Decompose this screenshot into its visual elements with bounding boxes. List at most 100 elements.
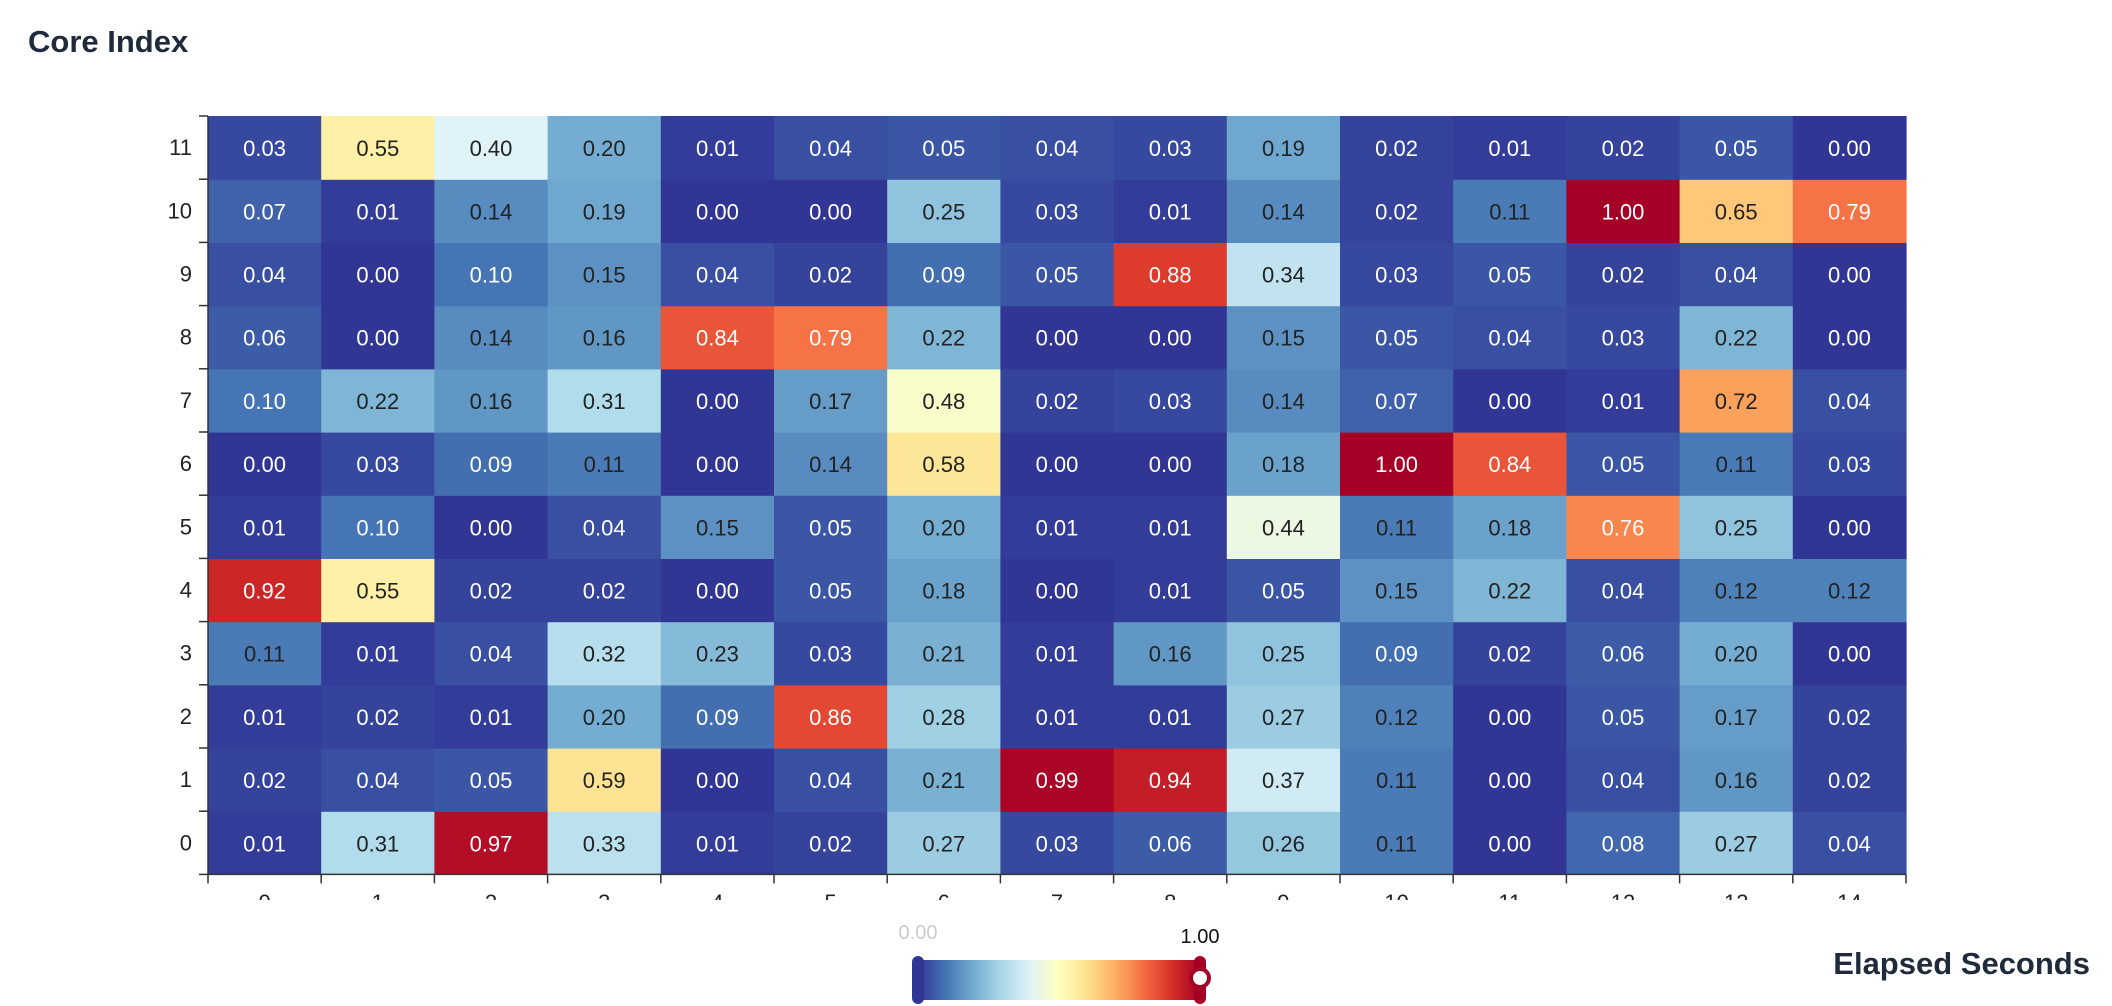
heatmap-cell	[1113, 621, 1228, 686]
cell-value-label: 0.23	[696, 642, 739, 667]
cell-value-label: 0.20	[583, 136, 626, 161]
cell-value-label: 0.05	[1375, 326, 1418, 351]
heatmap-cell	[1340, 495, 1454, 559]
heatmap-cell	[1566, 748, 1681, 812]
cell-value-label: 0.34	[1262, 263, 1305, 288]
cell-value-label: 0.26	[1262, 831, 1305, 856]
cell-value-label: 0.09	[470, 452, 513, 477]
heatmap-cell	[547, 684, 662, 749]
heatmap-cell	[1226, 179, 1341, 243]
cell-value-label: 0.12	[1828, 579, 1871, 604]
cell-value-label: 0.05	[1602, 705, 1645, 730]
heatmap-cell	[1226, 684, 1341, 749]
heatmap-cell	[1226, 558, 1341, 623]
heatmap-cell	[1113, 368, 1228, 433]
cell-value-label: 0.22	[356, 389, 399, 414]
cell-value-label: 0.00	[696, 452, 739, 477]
cell-value-label: 0.02	[1036, 389, 1079, 414]
cell-value-label: 0.09	[696, 705, 739, 730]
cell-value-label: 0.72	[1715, 389, 1758, 414]
heatmap-cell	[1113, 432, 1228, 496]
cell-value-label: 0.00	[696, 389, 739, 414]
heatmap-cell	[1113, 684, 1228, 749]
heatmap-cell	[887, 621, 1001, 686]
heatmap-cell	[434, 684, 549, 749]
cell-value-label: 0.21	[922, 768, 965, 793]
cell-value-label: 0.00	[1828, 136, 1871, 161]
heatmap-cell	[1453, 684, 1567, 749]
y-tick-label: 2	[180, 704, 192, 729]
cell-value-label: 0.00	[1828, 326, 1871, 351]
cell-value-label: 0.22	[1715, 326, 1758, 351]
heatmap-cell	[434, 811, 549, 875]
cell-value-label: 0.07	[1375, 389, 1418, 414]
cell-value-label: 0.11	[244, 642, 285, 667]
heatmap-cell	[1340, 811, 1454, 875]
cell-value-label: 0.04	[243, 263, 286, 288]
cell-value-label: 0.00	[356, 326, 399, 351]
cell-value-label: 0.01	[1036, 515, 1079, 540]
cell-value-label: 0.01	[696, 831, 739, 856]
heatmap-cell	[1453, 748, 1567, 812]
cell-value-label: 0.14	[809, 452, 852, 477]
visual-map-min-handle[interactable]	[912, 956, 924, 1004]
cell-value-label: 0.02	[1828, 705, 1871, 730]
cell-value-label: 0.11	[1376, 768, 1417, 793]
heatmap-cell	[1679, 558, 1794, 623]
heatmap-cell	[1226, 621, 1341, 686]
cell-value-label: 0.05	[1036, 263, 1079, 288]
cell-value-label: 0.44	[1262, 515, 1305, 540]
cell-value-label: 0.27	[1262, 705, 1305, 730]
cell-value-label: 0.00	[696, 199, 739, 224]
heatmap-cell	[1792, 116, 1907, 180]
cell-value-label: 0.19	[1262, 136, 1305, 161]
cell-value-label: 0.22	[922, 326, 965, 351]
visual-map-max-handle-knob[interactable]	[1189, 967, 1211, 989]
heatmap-cell	[1226, 242, 1341, 307]
cell-value-label: 0.04	[1602, 579, 1645, 604]
heatmap-cell	[660, 116, 775, 180]
cell-value-label: 0.03	[243, 136, 286, 161]
y-tick-label: 10	[168, 198, 192, 223]
cell-value-label: 0.37	[1262, 768, 1305, 793]
heatmap-cell	[660, 558, 775, 623]
cell-value-label: 0.17	[809, 389, 852, 414]
heatmap-cell	[321, 368, 435, 433]
cell-value-label: 0.10	[356, 515, 399, 540]
x-axis-title: Elapsed Seconds	[1833, 946, 2090, 981]
heatmap-cell	[1340, 305, 1454, 370]
cell-value-label: 0.08	[1602, 831, 1645, 856]
heatmap-cell	[1226, 116, 1341, 180]
heatmap-cell	[887, 242, 1001, 307]
cell-value-label: 0.07	[243, 199, 286, 224]
cell-value-label: 0.92	[243, 579, 286, 604]
heatmap-cell	[660, 305, 775, 370]
heatmap-cell	[1679, 179, 1794, 243]
cell-value-label: 0.02	[809, 831, 852, 856]
heatmap-cell	[1453, 116, 1567, 180]
heatmap-cell	[1000, 495, 1115, 559]
heatmap-cell	[887, 748, 1001, 812]
heatmap-cell	[321, 811, 435, 875]
cell-value-label: 0.11	[1376, 831, 1417, 856]
cell-value-label: 0.01	[1149, 515, 1192, 540]
cell-value-label: 0.05	[1488, 263, 1531, 288]
cell-value-label: 0.79	[809, 326, 852, 351]
cell-value-label: 0.02	[1375, 199, 1418, 224]
cell-value-label: 0.99	[1036, 768, 1079, 793]
cell-value-label: 0.02	[1828, 768, 1871, 793]
cell-value-label: 0.05	[1715, 136, 1758, 161]
heatmap-cell	[887, 305, 1001, 370]
heatmap-cell	[1113, 116, 1228, 180]
cell-value-label: 0.01	[243, 831, 286, 856]
y-tick-label: 7	[180, 388, 192, 413]
x-tick-label: 14	[1837, 890, 1861, 900]
cell-value-label: 0.88	[1149, 263, 1192, 288]
cell-value-label: 0.14	[1262, 199, 1305, 224]
heatmap-cell	[1679, 305, 1794, 370]
heatmap-cell	[321, 684, 435, 749]
cell-value-label: 0.12	[1375, 705, 1418, 730]
cell-value-label: 0.10	[243, 389, 286, 414]
visual-map-slider[interactable]: 0.00 1.00	[880, 915, 1240, 1005]
heatmap-cell	[321, 242, 435, 307]
